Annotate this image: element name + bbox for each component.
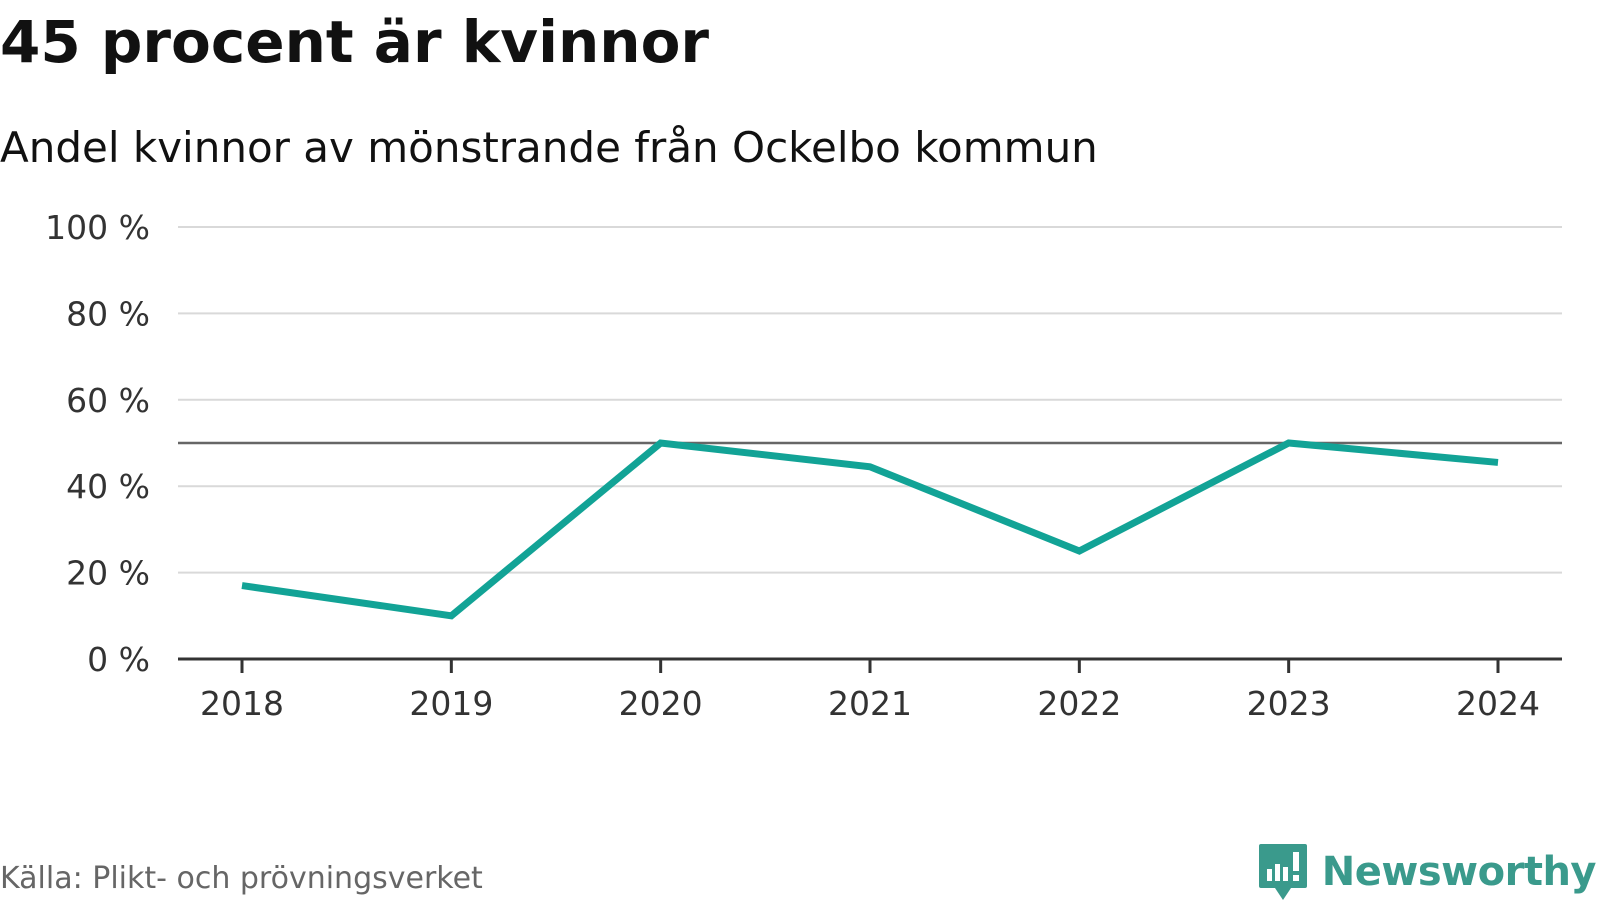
y-tick-label: 100 % xyxy=(45,208,150,247)
x-axis xyxy=(178,659,1562,673)
x-tick-label: 2023 xyxy=(1247,684,1331,723)
x-tick-label: 2018 xyxy=(200,684,284,723)
x-tick-label: 2024 xyxy=(1456,684,1540,723)
newsworthy-logo-icon xyxy=(1258,842,1308,902)
y-axis-tick-labels: 0 % 20 % 40 % 60 % 80 % 100 % xyxy=(45,208,150,679)
source-note: Källa: Plikt- och prövningsverket xyxy=(0,860,483,898)
y-tick-label: 0 % xyxy=(87,640,150,679)
x-tick-label: 2019 xyxy=(409,684,493,723)
y-tick-label: 40 % xyxy=(66,467,150,506)
y-tick-label: 60 % xyxy=(66,381,150,420)
x-tick-label: 2021 xyxy=(828,684,912,723)
x-tick-label: 2022 xyxy=(1037,684,1121,723)
x-tick-label: 2020 xyxy=(619,684,703,723)
brand-name: Newsworthy xyxy=(1322,849,1596,895)
brand-block: Newsworthy xyxy=(1258,842,1596,902)
y-tick-label: 80 % xyxy=(66,294,150,333)
series-group xyxy=(242,443,1498,616)
y-tick-label: 20 % xyxy=(66,554,150,593)
series-line xyxy=(242,443,1498,616)
grid-lines xyxy=(178,227,1562,573)
x-axis-tick-labels: 2018 2019 2020 2021 2022 2023 2024 xyxy=(200,684,1540,723)
